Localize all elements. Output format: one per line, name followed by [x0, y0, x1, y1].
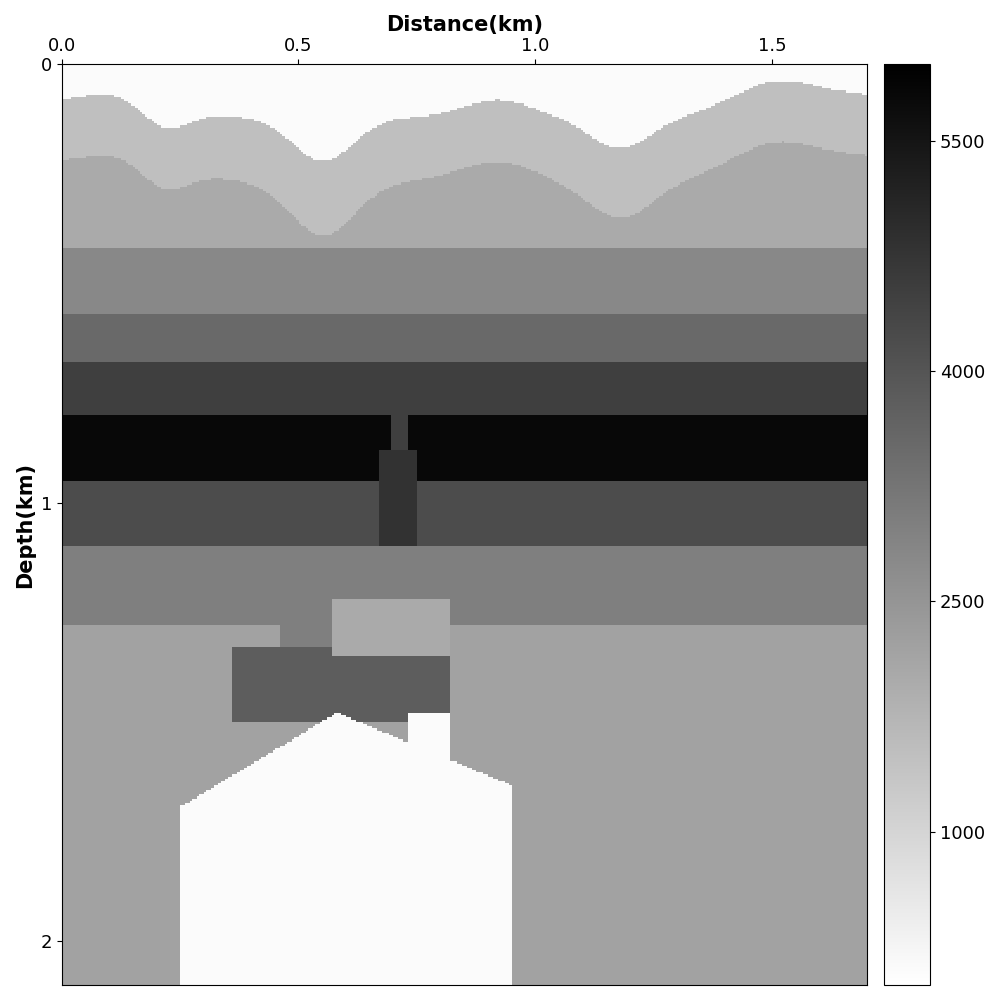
Y-axis label: Depth(km): Depth(km) — [15, 462, 35, 588]
X-axis label: Distance(km): Distance(km) — [385, 15, 543, 35]
